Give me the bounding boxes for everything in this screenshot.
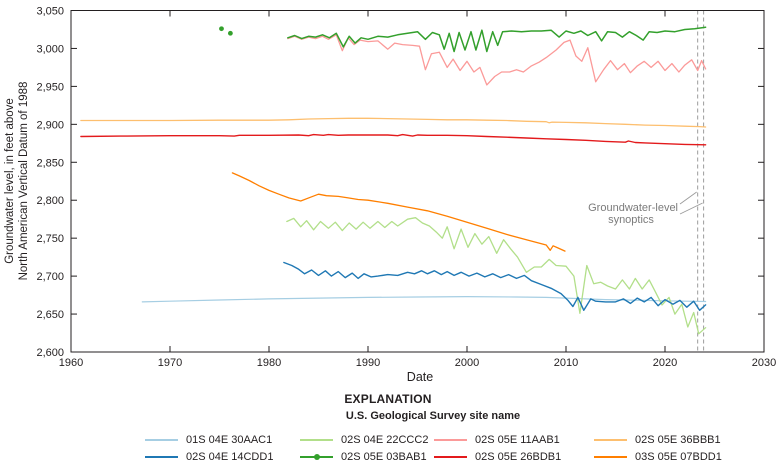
- annotation-leader-1: [679, 191, 697, 205]
- series-line-02S-05E-36BBB1: [80, 117, 707, 128]
- legend-label: 03S 05E 07BDD1: [635, 451, 722, 463]
- x-tick-label: 1970: [158, 357, 182, 369]
- y-tick-label: 2,700: [36, 271, 64, 283]
- x-tick-label: 1960: [59, 357, 83, 369]
- legend-label: 02S 04E 22CCC2: [341, 434, 429, 446]
- x-tick-label: 2000: [455, 357, 479, 369]
- legend-item-03S-05E-07BDD1: 03S 05E 07BDD1: [594, 450, 722, 464]
- legend-marker-dot-icon: [314, 454, 320, 460]
- annotation-line1: Groundwater-level: [588, 202, 678, 214]
- legend-swatch-icon: [145, 456, 178, 458]
- legend-label: 02S 05E 36BBB1: [635, 434, 721, 446]
- legend-item-02S-05E-36BBB1: 02S 05E 36BBB1: [594, 433, 721, 447]
- legend-swatch-icon: [145, 439, 178, 441]
- legend-subtitle: U.S. Geological Survey site name: [345, 410, 521, 422]
- legend-label: 02S 04E 14CDD1: [186, 451, 274, 463]
- y-tick-label: 2,750: [36, 233, 64, 245]
- legend-item-02S-05E-11AAB1: 02S 05E 11AAB1: [434, 433, 560, 447]
- y-tick-label: 3,000: [36, 43, 64, 55]
- x-tick-label: 1990: [356, 357, 380, 369]
- x-tick-label: 1980: [257, 357, 281, 369]
- y-tick-label: 2,900: [36, 119, 64, 131]
- legend-item-01S-04E-30AAC1: 01S 04E 30AAC1: [145, 433, 272, 447]
- y-axis-label-line1: Groundwater level, in feet above: [4, 98, 16, 264]
- plot-layer: 1960 1970 1980 1990 2000 2010 2020 2030 2,600 2,6…: [36, 6, 776, 370]
- x-tick-label: 2020: [653, 357, 677, 369]
- legend-label: 01S 04E 30AAC1: [186, 434, 273, 446]
- y-tick-label: 2,950: [36, 81, 64, 93]
- legend-swatch-icon: [300, 454, 333, 460]
- legend-item-02S-04E-22CCC2: 02S 04E 22CCC2: [300, 433, 428, 447]
- series-point-02S-05E-03BAB1-2: [227, 30, 233, 36]
- series-line-02S-05E-03BAB1: [287, 26, 707, 53]
- y-tick-label: 2,800: [36, 195, 64, 207]
- legend-item-02S-05E-26BDB1: 02S 05E 26BDB1: [434, 450, 561, 464]
- groundwater-chart-canvas: 1960 1970 1980 1990 2000 2010 2020 2030 2,600 2,6…: [4, 6, 776, 385]
- legend-swatch-icon: [594, 439, 627, 441]
- series-line-02S-04E-22CCC2: [286, 217, 707, 335]
- series-line-02S-05E-26BDB1: [80, 133, 707, 146]
- explanation-title: EXPLANATION: [344, 392, 432, 406]
- x-tick-label: 2010: [554, 357, 578, 369]
- series-line-02S-05E-11AAB1: [287, 34, 707, 86]
- series-line-02S-04E-14CDD1: [283, 261, 707, 311]
- y-tick-label: 2,850: [36, 157, 64, 169]
- plot-frame: [70, 10, 765, 353]
- series-line-01S-04E-30AAC1: [141, 296, 707, 303]
- y-axis-label-line2: North American Vertical Datum of 1988: [18, 82, 30, 281]
- annotation-line2: synoptics: [608, 214, 654, 226]
- x-axis-label: Date: [407, 370, 433, 384]
- legend-item-02S-05E-03BAB1: 02S 05E 03BAB1: [300, 450, 427, 464]
- legend-swatch-icon: [434, 439, 467, 441]
- legend-label: 02S 05E 11AAB1: [475, 434, 560, 446]
- y-tick-label: 2,650: [36, 309, 64, 321]
- y-tick-label: 2,600: [36, 347, 64, 359]
- legend-swatch-icon: [594, 456, 627, 458]
- legend-swatch-icon: [300, 439, 333, 441]
- legend-swatch-icon: [434, 456, 467, 458]
- legend-label: 02S 05E 26BDB1: [475, 451, 562, 463]
- series-line-03S-05E-07BDD1: [231, 172, 566, 252]
- annotation-leader-2: [679, 202, 703, 215]
- y-tick-label: 3,050: [36, 6, 64, 18]
- legend-item-02S-04E-14CDD1: 02S 04E 14CDD1: [145, 450, 273, 464]
- x-tick-label: 2030: [752, 357, 776, 369]
- legend-label: 02S 05E 03BAB1: [341, 451, 427, 463]
- series-point-02S-05E-03BAB1-1: [219, 26, 224, 32]
